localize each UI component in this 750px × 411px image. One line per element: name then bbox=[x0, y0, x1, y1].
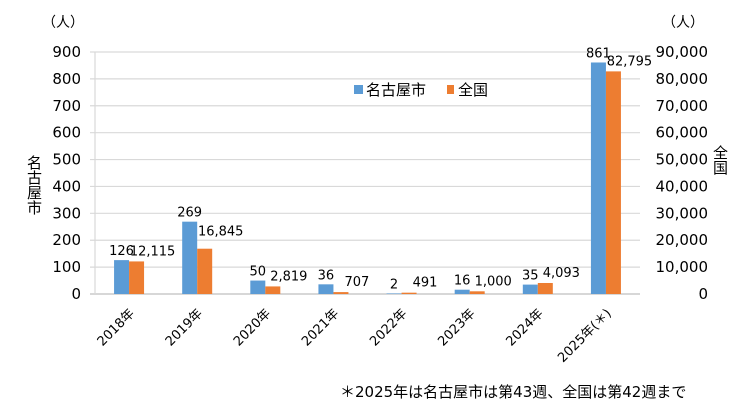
bar-nagoya bbox=[182, 221, 198, 294]
left-tick-label: 0 bbox=[71, 285, 81, 303]
axis-ticks: 0 0 100 10,000 200 20,000 300 30,000 400 40,000 50… bbox=[52, 43, 708, 303]
left-tick-label: 100 bbox=[52, 258, 81, 276]
data-label-nagoya: 126 bbox=[109, 244, 134, 259]
right-tick-label: 10,000 bbox=[656, 258, 709, 276]
right-tick-label: 70,000 bbox=[656, 97, 709, 115]
data-label-national: 491 bbox=[413, 276, 438, 291]
data-label-national: 707 bbox=[345, 275, 370, 290]
bar-nagoya bbox=[114, 260, 130, 294]
right-tick-label: 30,000 bbox=[656, 204, 709, 222]
left-tick-label: 400 bbox=[52, 177, 81, 195]
legend-swatch-national bbox=[447, 85, 454, 94]
x-tick-label: 2019年 bbox=[163, 306, 206, 349]
x-tick-label: 2018年 bbox=[95, 306, 138, 349]
x-tick-label: 2024年 bbox=[503, 306, 546, 349]
data-label-national: 16,845 bbox=[198, 225, 244, 240]
left-tick-label: 200 bbox=[52, 231, 81, 249]
data-label-nagoya: 50 bbox=[250, 265, 267, 280]
bar-nagoya bbox=[318, 284, 334, 294]
bar-national bbox=[469, 291, 485, 294]
right-tick-label: 90,000 bbox=[656, 43, 709, 61]
x-tick-label: 2022年 bbox=[367, 306, 410, 349]
bar-nagoya bbox=[454, 289, 470, 294]
bar-national bbox=[605, 71, 621, 294]
right-tick-label: 20,000 bbox=[656, 231, 709, 249]
data-label-national: 1,000 bbox=[475, 274, 512, 289]
bar-national bbox=[333, 292, 349, 294]
data-label-nagoya: 861 bbox=[586, 46, 611, 61]
legend-swatch-nagoya bbox=[354, 85, 363, 94]
bar-nagoya bbox=[386, 293, 402, 294]
x-tick-label: 2025年(＊) bbox=[555, 306, 615, 366]
data-label-nagoya: 36 bbox=[318, 268, 335, 283]
right-axis-unit: （人） bbox=[662, 15, 704, 31]
data-label-nagoya: 35 bbox=[522, 269, 539, 284]
right-tick-label: 40,000 bbox=[656, 177, 709, 195]
legend: 名古屋市 全国 bbox=[354, 81, 488, 99]
data-label-national: 12,115 bbox=[130, 244, 176, 259]
x-tick-label: 2023年 bbox=[435, 306, 478, 349]
left-axis-unit: （人） bbox=[42, 15, 84, 31]
bar-national bbox=[537, 282, 553, 294]
bar-national bbox=[401, 292, 417, 294]
data-label-national: 2,819 bbox=[270, 269, 307, 284]
data-label-nagoya: 269 bbox=[177, 206, 202, 221]
bar-national bbox=[129, 261, 145, 294]
left-tick-label: 300 bbox=[52, 204, 81, 222]
left-tick-label: 700 bbox=[52, 97, 81, 115]
right-axis-label: 全国 bbox=[711, 144, 729, 175]
bar-nagoya bbox=[522, 284, 538, 294]
bar-nagoya bbox=[590, 62, 606, 295]
left-axis-label: 名古屋市 bbox=[25, 155, 43, 215]
legend-label-national: 全国 bbox=[458, 81, 488, 99]
data-label-nagoya: 2 bbox=[390, 277, 398, 292]
bar-national bbox=[197, 248, 213, 294]
right-tick-label: 60,000 bbox=[656, 124, 709, 142]
footnote: ＊2025年は名古屋市は第43週、全国は第42週まで bbox=[340, 383, 686, 401]
x-axis-ticks: 2018年 2019年 2020年 2021年 2022年 2023年 2024年 2025年… bbox=[95, 306, 615, 366]
right-tick-label: 80,000 bbox=[656, 70, 709, 88]
bar-nagoya bbox=[250, 280, 266, 294]
x-tick-label: 2020年 bbox=[231, 306, 274, 349]
left-tick-label: 800 bbox=[52, 70, 81, 88]
right-tick-label: 50,000 bbox=[656, 151, 709, 169]
left-tick-label: 500 bbox=[52, 151, 81, 169]
right-tick-label: 0 bbox=[698, 285, 708, 303]
bars bbox=[114, 62, 621, 295]
bar-national bbox=[265, 286, 281, 294]
data-label-nagoya: 16 bbox=[454, 274, 471, 289]
data-label-national: 4,093 bbox=[543, 266, 580, 281]
gridlines bbox=[90, 51, 640, 295]
data-label-national: 82,795 bbox=[607, 54, 653, 69]
left-tick-label: 600 bbox=[52, 124, 81, 142]
x-tick-label: 2021年 bbox=[299, 306, 342, 349]
legend-label-nagoya: 名古屋市 bbox=[366, 81, 426, 99]
left-tick-label: 900 bbox=[52, 43, 81, 61]
